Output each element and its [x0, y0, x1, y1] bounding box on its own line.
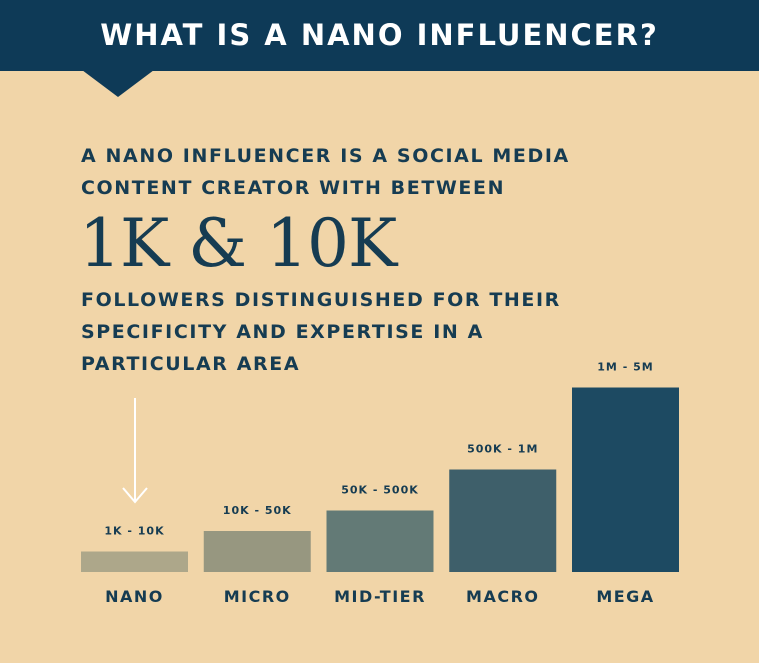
tick-label-nano: NANO — [105, 587, 164, 606]
bar-macro — [449, 469, 557, 572]
bar-mid-tier — [326, 510, 434, 572]
data-label-macro: 500K - 1M — [467, 443, 538, 456]
follower-range-highlight: 1K & 10K — [79, 205, 397, 282]
data-label-nano: 1K - 10K — [104, 525, 164, 538]
banner-pointer — [82, 70, 154, 97]
tick-label-macro: MACRO — [466, 587, 539, 606]
data-label-micro: 10K - 50K — [223, 504, 292, 517]
tick-label-mid-tier: MID-TIER — [334, 587, 426, 606]
bar-micro — [203, 531, 311, 572]
bar-nano — [81, 551, 188, 572]
definition-text: FOLLOWERS DISTINGUISHED FOR THEIR SPECIF… — [81, 289, 561, 375]
bar-mega — [572, 387, 679, 572]
page-title: WHAT IS A NANO INFLUENCER? — [100, 18, 659, 52]
header-banner — [0, 0, 759, 71]
tick-label-mega: MEGA — [596, 587, 654, 606]
tick-label-micro: MICRO — [224, 587, 291, 606]
data-label-mega: 1M - 5M — [597, 361, 653, 374]
intro-text: A NANO INFLUENCER IS A SOCIAL MEDIA CONT… — [81, 145, 570, 199]
nano-arrow-icon — [122, 398, 148, 504]
data-label-mid-tier: 50K - 500K — [341, 484, 419, 497]
